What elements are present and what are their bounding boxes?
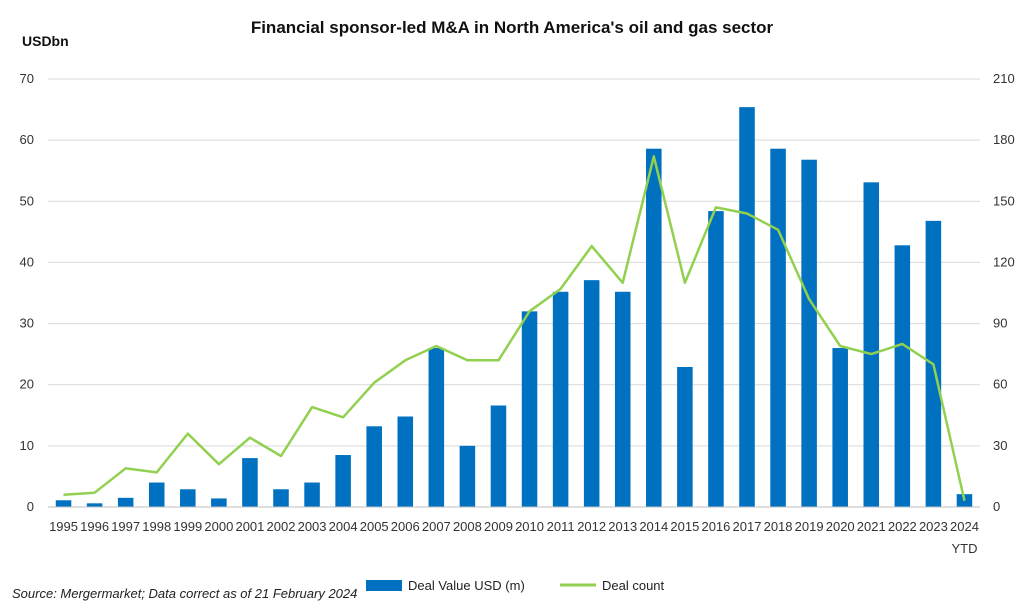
x-tick-label: 2003 bbox=[298, 519, 327, 534]
x-tick-label: 2021 bbox=[857, 519, 886, 534]
bar bbox=[863, 182, 880, 507]
x-tick-label: 2016 bbox=[701, 519, 730, 534]
y-left-tick-label: 0 bbox=[27, 499, 34, 514]
y-left-ticks: 0 10 20 30 40 50 60 70 bbox=[20, 71, 34, 514]
y-left-tick-label: 10 bbox=[20, 438, 34, 453]
y-right-tick-label: 0 bbox=[993, 499, 1000, 514]
y-left-tick-label: 70 bbox=[20, 71, 34, 86]
y-left-tick-label: 40 bbox=[20, 254, 34, 269]
x-tick-label: 2005 bbox=[360, 519, 389, 534]
x-tick-label: 2019 bbox=[795, 519, 824, 534]
bar bbox=[801, 159, 817, 508]
x-tick-label: 2011 bbox=[547, 519, 575, 534]
bar bbox=[552, 291, 569, 507]
legend-label-deal-count: Deal count bbox=[602, 578, 665, 593]
gridlines bbox=[48, 78, 980, 447]
y-left-tick-label: 50 bbox=[20, 193, 34, 208]
x-tick-sublabel: YTD bbox=[951, 541, 977, 556]
bar bbox=[739, 107, 755, 507]
x-tick-label: 2017 bbox=[733, 519, 762, 534]
bar-series bbox=[55, 107, 973, 508]
legend: Deal Value USD (m) Deal count bbox=[366, 578, 665, 593]
x-tick-label: 2000 bbox=[204, 519, 233, 534]
line-series bbox=[63, 155, 966, 502]
bar bbox=[459, 445, 476, 507]
x-tick-label: 1999 bbox=[173, 519, 202, 534]
x-tick-label: 2002 bbox=[267, 519, 296, 534]
y-right-tick-label: 150 bbox=[993, 193, 1015, 208]
bar bbox=[583, 280, 600, 507]
bar bbox=[614, 291, 631, 507]
x-tick-label: 1995 bbox=[49, 519, 78, 534]
bar bbox=[832, 348, 848, 507]
bar bbox=[180, 489, 196, 507]
y-right-tick-label: 210 bbox=[993, 71, 1015, 86]
y-right-tick-label: 120 bbox=[993, 254, 1015, 269]
bar bbox=[242, 458, 258, 507]
x-tick-label: 1996 bbox=[80, 519, 109, 534]
bar bbox=[894, 245, 911, 507]
y-right-tick-label: 180 bbox=[993, 132, 1015, 147]
x-tick-label: 2014 bbox=[639, 519, 668, 534]
x-tick-label: 2006 bbox=[391, 519, 420, 534]
y-left-tick-label: 20 bbox=[20, 377, 34, 392]
x-tick-label: 1997 bbox=[111, 519, 140, 534]
legend-swatch-bar bbox=[366, 580, 402, 591]
bar bbox=[148, 482, 165, 507]
x-tick-label: 2009 bbox=[484, 519, 513, 534]
source-note: Source: Mergermarket; Data correct as of… bbox=[12, 586, 357, 601]
x-tick-label: 2018 bbox=[764, 519, 793, 534]
bar bbox=[428, 348, 445, 507]
x-tick-label: 2010 bbox=[515, 519, 544, 534]
bar bbox=[273, 489, 289, 507]
bar bbox=[646, 148, 662, 507]
x-tick-label: 2013 bbox=[608, 519, 637, 534]
y-right-tick-label: 60 bbox=[993, 377, 1007, 392]
x-tick-label: 2015 bbox=[670, 519, 699, 534]
bar bbox=[677, 366, 693, 507]
bar bbox=[55, 500, 72, 507]
x-tick-label: 2004 bbox=[329, 519, 358, 534]
bar bbox=[366, 426, 382, 507]
bar bbox=[304, 482, 320, 507]
y-right-tick-label: 90 bbox=[993, 316, 1007, 331]
x-tick-label: 1998 bbox=[142, 519, 171, 534]
x-tick-label: 2001 bbox=[235, 519, 264, 534]
x-tick-label: 2022 bbox=[888, 519, 917, 534]
y-right-ticks: 0 30 60 90 120 150 180 210 bbox=[993, 71, 1015, 514]
x-tick-label: 2008 bbox=[453, 519, 482, 534]
bar bbox=[86, 503, 103, 507]
bar bbox=[117, 497, 134, 507]
x-tick-label: 2007 bbox=[422, 519, 451, 534]
bar bbox=[708, 211, 724, 507]
y-left-tick-label: 60 bbox=[20, 132, 34, 147]
bar bbox=[211, 498, 227, 507]
x-tick-label: 2012 bbox=[577, 519, 606, 534]
y-right-tick-label: 30 bbox=[993, 438, 1007, 453]
y-left-axis-label: USDbn bbox=[22, 33, 69, 49]
x-tick-label: 2023 bbox=[919, 519, 948, 534]
bar bbox=[397, 416, 414, 507]
x-tick-label: 2020 bbox=[826, 519, 855, 534]
bar bbox=[490, 405, 507, 507]
x-tick-label: 2024 bbox=[950, 519, 979, 534]
bar bbox=[521, 311, 538, 507]
legend-label-deal-value: Deal Value USD (m) bbox=[408, 578, 525, 593]
deal-count-line bbox=[63, 155, 966, 502]
bar bbox=[770, 148, 786, 507]
chart-title: Financial sponsor-led M&A in North Ameri… bbox=[251, 18, 774, 37]
bar bbox=[335, 455, 351, 507]
x-ticks: 1995 1996 1997 1998 1999 2000 2001 2002 2003 2004… bbox=[49, 519, 979, 556]
y-left-tick-label: 30 bbox=[20, 316, 34, 331]
